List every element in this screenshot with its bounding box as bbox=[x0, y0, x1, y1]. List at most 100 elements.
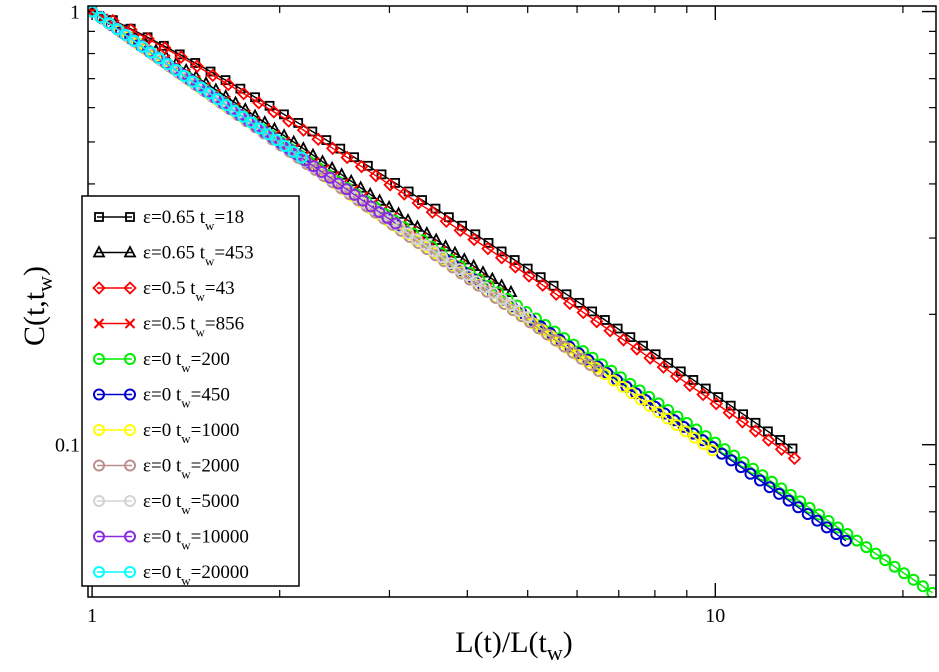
data-point bbox=[811, 514, 824, 527]
data-point bbox=[697, 438, 710, 451]
data-point bbox=[102, 17, 115, 30]
data-point bbox=[354, 159, 369, 174]
data-point bbox=[589, 314, 604, 329]
data-point bbox=[494, 250, 509, 265]
data-point bbox=[496, 246, 507, 257]
data-point bbox=[592, 364, 605, 377]
data-point bbox=[522, 269, 536, 283]
data-point bbox=[206, 68, 220, 83]
data-point bbox=[270, 134, 283, 147]
data-point bbox=[124, 318, 136, 329]
data-point bbox=[342, 185, 355, 198]
data-point bbox=[643, 351, 657, 365]
data-point bbox=[509, 255, 520, 265]
data-point bbox=[411, 196, 426, 210]
data-point bbox=[521, 311, 534, 324]
y-axis-title: C(t,tw) bbox=[18, 266, 57, 346]
data-point bbox=[174, 50, 188, 64]
data-point bbox=[245, 116, 258, 129]
data-point bbox=[279, 139, 292, 152]
data-point bbox=[860, 541, 873, 554]
data-point bbox=[397, 187, 412, 201]
data-point bbox=[296, 123, 311, 137]
data-point bbox=[669, 369, 684, 384]
data-point bbox=[683, 378, 697, 393]
data-point bbox=[93, 459, 105, 472]
data-point bbox=[124, 530, 136, 543]
data-point bbox=[754, 474, 767, 487]
data-point bbox=[735, 415, 750, 429]
legend-label: ε=0 tw=450 bbox=[143, 385, 230, 411]
legend-label: ε=0.5 tw=43 bbox=[143, 278, 235, 304]
data-point bbox=[784, 488, 797, 501]
data-point bbox=[794, 495, 807, 508]
data-point bbox=[773, 487, 786, 500]
data-point bbox=[287, 145, 300, 158]
data-point bbox=[803, 501, 816, 514]
data-point bbox=[390, 178, 401, 188]
data-point bbox=[457, 220, 468, 231]
data-point bbox=[111, 23, 124, 36]
plot-series bbox=[88, 6, 936, 597]
data-point bbox=[822, 514, 835, 527]
data-point bbox=[831, 521, 844, 534]
data-point bbox=[237, 110, 250, 123]
data-point bbox=[722, 405, 737, 420]
data-point bbox=[453, 263, 466, 276]
data-point bbox=[775, 482, 788, 495]
data-point bbox=[324, 171, 337, 184]
legend-label: ε=0.65 tw=453 bbox=[143, 243, 254, 269]
data-point bbox=[483, 237, 494, 248]
data-point bbox=[124, 495, 136, 507]
data-point bbox=[907, 573, 920, 586]
x-axis-title: L(t)/L(tw) bbox=[455, 626, 573, 665]
data-point bbox=[696, 387, 710, 402]
legend-entry: ε=0.65 tw=18 bbox=[94, 207, 244, 233]
data-point bbox=[898, 567, 911, 580]
legend-entry: ε=0.5 tw=43 bbox=[92, 278, 235, 304]
data-point bbox=[383, 178, 397, 192]
data-point bbox=[373, 206, 386, 219]
legend-label: ε=0 tw=5000 bbox=[143, 491, 239, 517]
data-point bbox=[295, 151, 308, 164]
data-point bbox=[467, 232, 481, 247]
data-point bbox=[841, 528, 854, 541]
data-point bbox=[548, 280, 559, 291]
legend-label: ε=0.65 tw=18 bbox=[143, 207, 244, 233]
legend-label: ε=0 tw=200 bbox=[143, 349, 230, 375]
x-tick-label: 10 bbox=[705, 605, 725, 627]
data-point bbox=[119, 28, 132, 41]
data-point bbox=[376, 169, 387, 180]
data-point bbox=[158, 41, 172, 55]
data-point bbox=[535, 278, 550, 292]
y-tick-label: 0.1 bbox=[55, 435, 80, 457]
data-point bbox=[311, 132, 325, 146]
legend-label: ε=0 tw=2000 bbox=[143, 456, 239, 482]
data-point bbox=[252, 95, 266, 110]
data-point bbox=[598, 368, 611, 381]
data-point bbox=[93, 495, 105, 507]
data-point bbox=[369, 168, 383, 183]
legend-label: ε=0 tw=10000 bbox=[143, 527, 249, 553]
data-point bbox=[402, 227, 415, 240]
data-point bbox=[136, 40, 149, 53]
data-point bbox=[688, 431, 701, 444]
data-point bbox=[190, 59, 204, 74]
data-point bbox=[348, 188, 361, 201]
x-tick-label: 1 bbox=[87, 605, 97, 627]
data-point bbox=[679, 425, 692, 438]
data-point bbox=[381, 211, 394, 224]
series-3 bbox=[88, 6, 802, 466]
data-point bbox=[161, 58, 174, 71]
data-point bbox=[203, 87, 216, 100]
data-point bbox=[123, 281, 137, 295]
data-point bbox=[549, 334, 562, 347]
data-point bbox=[575, 352, 588, 365]
data-point bbox=[93, 424, 105, 436]
data-point bbox=[774, 442, 789, 456]
data-point bbox=[315, 165, 328, 178]
data-point bbox=[584, 358, 597, 371]
data-point bbox=[332, 177, 345, 190]
data-point bbox=[725, 454, 738, 467]
data-point bbox=[419, 239, 432, 252]
